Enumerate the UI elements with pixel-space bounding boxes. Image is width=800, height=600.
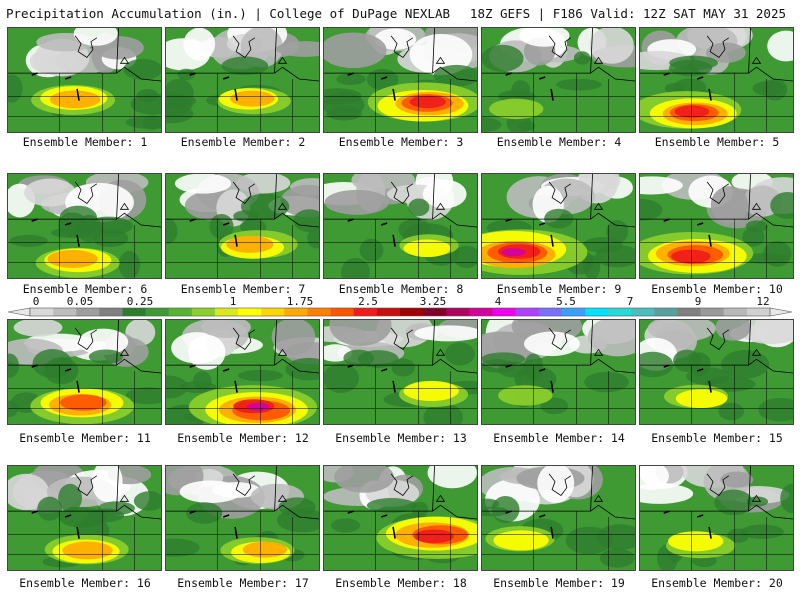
ensemble-member-label: Ensemble Member: 14 bbox=[493, 431, 625, 445]
legend-tick-label: 2.5 bbox=[358, 296, 378, 308]
legend-swatch bbox=[677, 308, 701, 316]
legend-tick-label: 5.5 bbox=[556, 296, 576, 308]
ensemble-member-map bbox=[7, 319, 162, 425]
legend-tick-label: 1 bbox=[230, 296, 237, 308]
ensemble-member-label: Ensemble Member: 4 bbox=[496, 135, 622, 149]
legend-swatch bbox=[330, 308, 355, 316]
ensemble-member-label: Ensemble Member: 15 bbox=[651, 431, 783, 445]
legend-swatch bbox=[261, 308, 285, 316]
legend-swatch bbox=[631, 308, 655, 316]
ensemble-member-label: Ensemble Member: 7 bbox=[180, 282, 306, 296]
legend-swatch bbox=[469, 308, 493, 316]
legend-swatch bbox=[30, 308, 54, 316]
legend-tick-label: 1.75 bbox=[287, 296, 314, 308]
legend-tick-label: 12 bbox=[756, 296, 769, 308]
ensemble-member-label: Ensemble Member: 13 bbox=[335, 431, 467, 445]
legend-swatch bbox=[585, 308, 609, 316]
ensemble-member-label: Ensemble Member: 3 bbox=[338, 135, 464, 149]
legend-tick-label: 0 bbox=[33, 296, 40, 308]
ensemble-member-map bbox=[7, 27, 162, 133]
ensemble-member-map bbox=[481, 465, 636, 571]
legend-swatch bbox=[400, 308, 424, 316]
legend-tick-label: 0.05 bbox=[67, 296, 94, 308]
ensemble-member-map bbox=[323, 319, 478, 425]
legend-arrow-right-icon bbox=[769, 307, 793, 317]
ensemble-member-label: Ensemble Member: 16 bbox=[19, 576, 151, 590]
legend-swatch bbox=[353, 308, 378, 316]
map-title: Precipitation Accumulation (in.) | Colle… bbox=[6, 6, 451, 21]
ensemble-member-label: Ensemble Member: 5 bbox=[654, 135, 780, 149]
legend-swatch bbox=[99, 308, 123, 316]
legend-swatch bbox=[654, 308, 678, 316]
legend-swatch bbox=[700, 308, 725, 316]
ensemble-member-map bbox=[639, 27, 794, 133]
legend-swatch bbox=[446, 308, 470, 316]
legend-swatch bbox=[307, 308, 331, 316]
legend-swatch bbox=[122, 308, 146, 316]
legend-swatch bbox=[561, 308, 586, 316]
ensemble-member-map bbox=[165, 173, 320, 279]
ensemble-member-label: Ensemble Member: 2 bbox=[180, 135, 306, 149]
legend-swatch bbox=[746, 308, 771, 316]
legend-tick-label: 0.25 bbox=[127, 296, 154, 308]
ensemble-member-label: Ensemble Member: 1 bbox=[22, 135, 148, 149]
ensemble-member-map bbox=[639, 319, 794, 425]
legend-swatch bbox=[168, 308, 193, 316]
ensemble-member-map bbox=[165, 319, 320, 425]
ensemble-member-map bbox=[7, 173, 162, 279]
legend-tick-label: 9 bbox=[695, 296, 702, 308]
ensemble-member-label: Ensemble Member: 8 bbox=[338, 282, 464, 296]
ensemble-member-map bbox=[165, 27, 320, 133]
legend-swatch bbox=[376, 308, 401, 316]
ensemble-member-label: Ensemble Member: 6 bbox=[22, 282, 148, 296]
ensemble-member-label: Ensemble Member: 12 bbox=[177, 431, 309, 445]
legend-swatch bbox=[723, 308, 748, 316]
legend-arrow-left-icon bbox=[7, 307, 31, 317]
ensemble-member-map bbox=[323, 173, 478, 279]
ensemble-member-label: Ensemble Member: 9 bbox=[496, 282, 622, 296]
ensemble-member-label: Ensemble Member: 18 bbox=[335, 576, 467, 590]
legend-tick-label: 4 bbox=[495, 296, 502, 308]
ensemble-member-map bbox=[639, 465, 794, 571]
legend-swatch bbox=[76, 308, 100, 316]
ensemble-member-label: Ensemble Member: 19 bbox=[493, 576, 625, 590]
legend-tick-label: 3.25 bbox=[420, 296, 447, 308]
ensemble-member-map bbox=[639, 173, 794, 279]
ensemble-member-label: Ensemble Member: 17 bbox=[177, 576, 309, 590]
legend-swatch bbox=[538, 308, 563, 316]
legend-swatch bbox=[191, 308, 216, 316]
legend-swatch bbox=[215, 308, 239, 316]
ensemble-member-map bbox=[323, 465, 478, 571]
ensemble-member-map bbox=[323, 27, 478, 133]
precip-color-legend: 0 0.05 0.25 1 1.75 2.5 3.25 4 5.5 7 9 12 bbox=[7, 296, 793, 317]
run-info: 18Z GEFS | F186 Valid: 12Z SAT MAY 31 20… bbox=[469, 6, 786, 21]
ensemble-member-label: Ensemble Member: 20 bbox=[651, 576, 783, 590]
legend-swatch bbox=[423, 308, 447, 316]
ensemble-member-map bbox=[7, 465, 162, 571]
legend-swatch bbox=[145, 308, 170, 316]
legend-swatch bbox=[53, 308, 77, 316]
legend-swatch bbox=[608, 308, 632, 316]
legend-tick-label: 7 bbox=[627, 296, 634, 308]
legend-swatch bbox=[238, 308, 262, 316]
ensemble-member-map bbox=[481, 319, 636, 425]
legend-swatch bbox=[284, 308, 308, 316]
ensemble-member-map bbox=[165, 465, 320, 571]
legend-swatch bbox=[492, 308, 516, 316]
ensemble-member-label: Ensemble Member: 11 bbox=[19, 431, 151, 445]
ensemble-member-map bbox=[481, 27, 636, 133]
ensemble-member-map bbox=[481, 173, 636, 279]
ensemble-member-label: Ensemble Member: 10 bbox=[651, 282, 783, 296]
legend-swatch bbox=[515, 308, 540, 316]
